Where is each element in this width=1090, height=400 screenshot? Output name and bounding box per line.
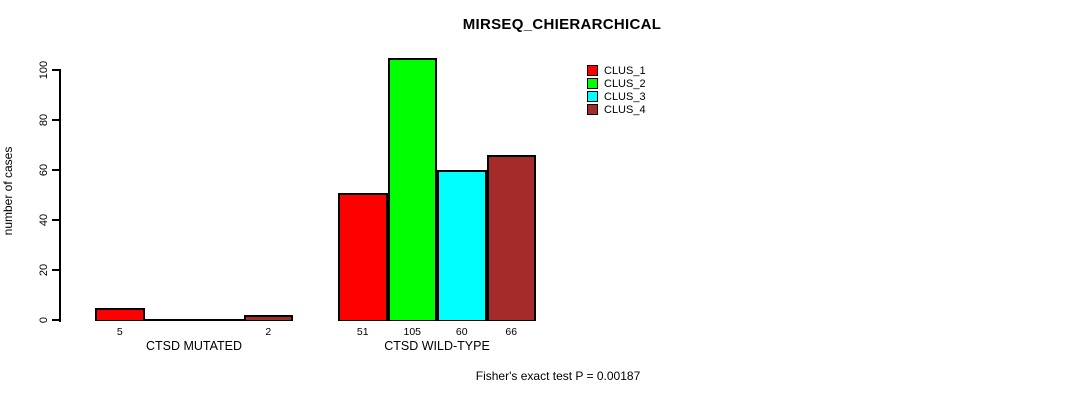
y-tick-label: 80 [38, 113, 50, 127]
legend-label: CLUS_1 [604, 64, 646, 77]
legend-label: CLUS_2 [604, 77, 646, 90]
y-tick-mark [52, 219, 59, 221]
bar-value-label: 5 [116, 326, 123, 338]
legend-swatch-clus_2 [587, 78, 598, 89]
y-tick-mark [52, 269, 59, 271]
y-tick-label: 0 [38, 316, 50, 324]
stat-annotation: Fisher's exact test P = 0.00187 [475, 369, 641, 383]
y-tick-mark [52, 69, 59, 71]
bar-value-label: 51 [356, 326, 369, 338]
bar-clus_2 [387, 57, 437, 320]
y-tick-label: 20 [38, 263, 50, 277]
group-label: CTSD WILD-TYPE [384, 339, 490, 353]
group-baseline [338, 319, 536, 321]
legend-item: CLUS_3 [587, 90, 646, 103]
bar-clus_1 [338, 192, 388, 320]
legend-label: CLUS_4 [604, 103, 646, 116]
legend-item: CLUS_1 [587, 64, 646, 77]
bar-clus_4 [243, 315, 293, 320]
legend-swatch-clus_3 [587, 91, 598, 102]
legend-item: CLUS_4 [587, 103, 646, 116]
bar-value-label: 60 [455, 326, 468, 338]
legend-label: CLUS_3 [604, 90, 646, 103]
group-baseline [95, 319, 293, 321]
bar-clus_1 [95, 307, 145, 320]
bar-clus_3 [437, 170, 487, 320]
bar-value-label: 2 [265, 326, 272, 338]
y-tick-mark [52, 319, 59, 321]
chart-title: MIRSEQ_CHIERARCHICAL [462, 16, 662, 33]
y-tick-label: 40 [38, 213, 50, 227]
legend-swatch-clus_1 [587, 65, 598, 76]
y-tick-label: 60 [38, 163, 50, 177]
legend-item: CLUS_2 [587, 77, 646, 90]
legend-swatch-clus_4 [587, 104, 598, 115]
group-label: CTSD MUTATED [145, 339, 243, 353]
y-tick-mark [52, 169, 59, 171]
legend: CLUS_1 CLUS_2 CLUS_3 CLUS_4 [587, 64, 646, 116]
y-axis [59, 69, 61, 322]
y-tick-label: 100 [38, 60, 50, 80]
y-axis-label: number of cases [1, 146, 15, 236]
bar-value-label: 105 [403, 326, 422, 338]
y-tick-mark [52, 119, 59, 121]
bar-clus_4 [486, 155, 536, 320]
bar-value-label: 66 [505, 326, 518, 338]
